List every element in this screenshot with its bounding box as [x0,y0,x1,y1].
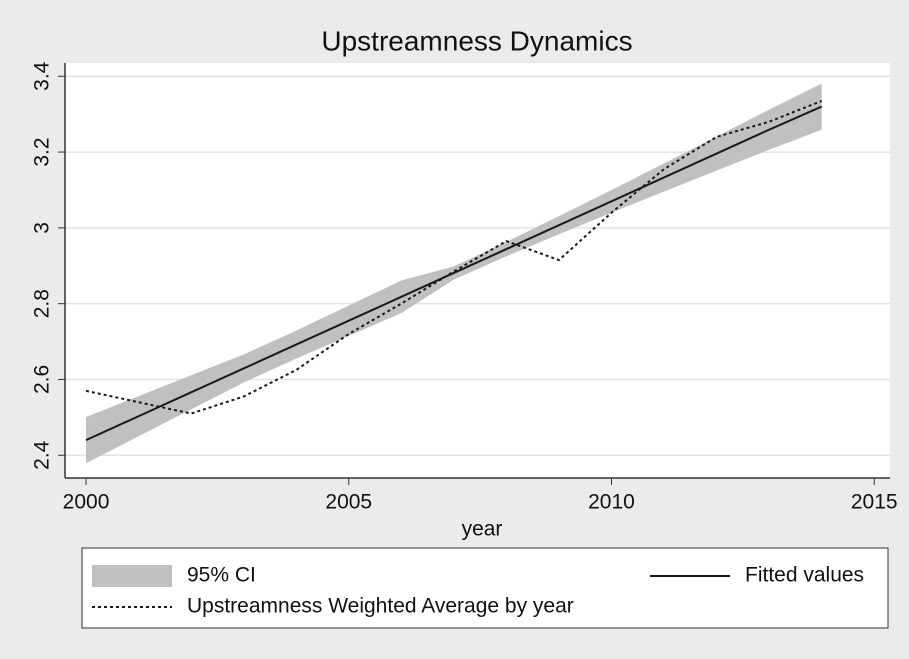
y-tick-label: 2.8 [31,289,54,318]
x-tick-label: 2000 [63,491,110,514]
y-tick-label: 2.4 [31,440,54,470]
y-tick-label: 3 [31,222,54,234]
legend-swatch [92,565,172,587]
y-tick-label: 2.6 [31,365,54,394]
legend-label: Upstreamness Weighted Average by year [187,595,574,618]
line [85,99,823,415]
legend [81,547,889,629]
legend-label: 95% CI [187,564,256,587]
y-tick-label: 3.2 [31,137,54,166]
y-tick-label: 3.4 [31,61,54,91]
x-tick-label: 2015 [851,491,898,514]
x-tick-label: 2005 [325,491,372,514]
line [85,105,823,442]
chart-title: Upstreamness Dynamics [321,25,632,56]
x-axis-label: year [462,518,503,541]
legend-label: Fitted values [745,564,864,587]
x-tick-label: 2010 [588,491,635,514]
